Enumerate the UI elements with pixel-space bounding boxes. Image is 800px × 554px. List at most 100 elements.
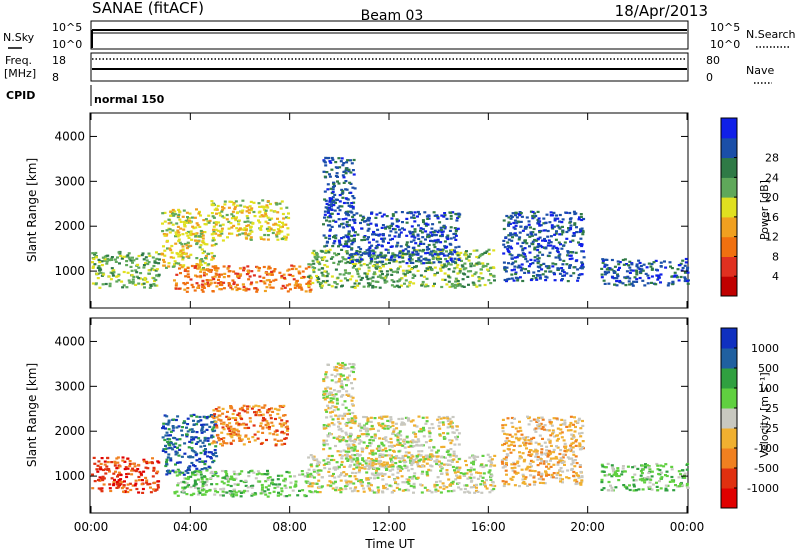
power-echo-cell (183, 283, 187, 286)
velocity-echo-cell (563, 449, 567, 453)
power-echo-cell (444, 246, 448, 249)
velocity-echo-cell (543, 441, 547, 444)
power-echo-cell (326, 211, 330, 214)
power-echo-cell (461, 278, 465, 281)
power-echo-cell (259, 280, 263, 283)
power-echo-cell (635, 265, 639, 268)
power-echo-cell (397, 256, 401, 259)
power-echo-cell (165, 266, 168, 269)
power-echo-cell (411, 276, 415, 279)
velocity-echo-cell (201, 460, 204, 463)
power-echo-cell (528, 245, 531, 248)
velocity-echo-cell (190, 438, 194, 441)
velocity-echo-cell (203, 481, 207, 484)
power-echo-cell (232, 224, 236, 227)
velocity-echo-cell (209, 451, 213, 454)
velocity-echo-cell (98, 476, 102, 479)
power-echo-cell (371, 255, 375, 258)
power-echo-cell (235, 234, 239, 237)
power-echo-cell (521, 249, 525, 252)
power-echo-cell (537, 220, 540, 223)
velocity-echo-cell (425, 462, 429, 465)
power-echo-cell (255, 290, 259, 293)
velocity-echo-cell (328, 401, 332, 404)
power-echo-cell (239, 273, 243, 276)
power-echo-cell (435, 253, 439, 256)
power-echo-cell (215, 269, 219, 272)
power-echo-cell (534, 239, 538, 242)
velocity-echo-cell (311, 482, 315, 485)
velocity-echo-cell (221, 494, 225, 497)
power-echo-cell (169, 210, 173, 214)
velocity-echo-cell (535, 420, 539, 423)
velocity-echo-cell (284, 437, 288, 440)
velocity-echo-cell (322, 378, 326, 381)
power-echo-cell (556, 217, 560, 220)
power-echo-cell (453, 267, 457, 270)
velocity-echo-cell (112, 481, 116, 484)
velocity-echo-cell (530, 453, 534, 456)
power-echo-cell (374, 280, 378, 283)
velocity-echo-cell (164, 448, 167, 451)
velocity-echo-cell (360, 484, 364, 487)
velocity-echo-cell (553, 435, 557, 438)
velocity-echo-cell (174, 418, 178, 422)
velocity-echo-cell (181, 489, 185, 492)
velocity-echo-cell (406, 456, 410, 459)
power-echo-cell (508, 253, 512, 256)
velocity-echo-cell (353, 463, 357, 466)
power-echo-cell (603, 265, 607, 268)
power-echo-cell (436, 238, 440, 241)
velocity-echo-cell (126, 490, 130, 494)
velocity-echo-cell (388, 469, 392, 472)
velocity-echo-cell (550, 473, 554, 476)
power-echo-cell (338, 205, 342, 208)
velocity-echo-cell (522, 460, 526, 463)
velocity-echo-cell (266, 478, 270, 481)
velocity-echo-cell (464, 459, 468, 463)
power-echo-cell (286, 227, 290, 230)
velocity-echo-cell (562, 453, 566, 456)
power-echo-cell (363, 252, 367, 255)
power-echo-cell (198, 235, 201, 238)
velocity-echo-cell (294, 480, 298, 483)
velocity-echo-cell (381, 491, 385, 494)
velocity-echo-cell (219, 419, 223, 422)
power-echo-cell (401, 254, 404, 257)
velocity-echo-cell (393, 457, 397, 460)
velocity-echo-cell (343, 367, 347, 370)
velocity-echo-cell (411, 455, 415, 458)
velocity-echo-cell (190, 447, 194, 450)
velocity-echo-cell (233, 483, 237, 486)
velocity-echo-cell (427, 430, 431, 433)
velocity-echo-cell (516, 471, 520, 474)
velocity-echo-cell (382, 461, 386, 464)
velocity-echo-cell (266, 477, 270, 480)
power-echo-cell (512, 221, 516, 225)
power-echo-cell (360, 218, 364, 222)
power-echo-cell (523, 271, 527, 274)
power-echo-cell (433, 274, 437, 277)
power-echo-cell (381, 234, 385, 237)
power-echo-cell (442, 215, 446, 218)
power-echo-cell (352, 158, 356, 162)
power-echo-cell (345, 252, 349, 255)
power-echo-cell (641, 269, 645, 272)
power-echo-cell (157, 253, 161, 256)
velocity-echo-cell (526, 484, 530, 487)
power-echo-cell (211, 276, 215, 279)
power-echo-cell (664, 266, 668, 269)
velocity-echo-cell (403, 446, 407, 449)
power-echo-cell (326, 272, 330, 275)
power-echo-cell (351, 195, 355, 198)
power-echo-cell (552, 245, 556, 248)
velocity-echo-cell (482, 472, 486, 475)
velocity-echo-cell (377, 445, 380, 448)
power-echo-cell (572, 272, 576, 275)
velocity-echo-cell (377, 449, 381, 452)
power-echo-cell (96, 277, 100, 280)
power-echo-cell (340, 248, 344, 251)
power-echo-cell (300, 276, 304, 279)
velocity-echo-cell (323, 398, 327, 401)
power-echo-cell (449, 249, 452, 252)
